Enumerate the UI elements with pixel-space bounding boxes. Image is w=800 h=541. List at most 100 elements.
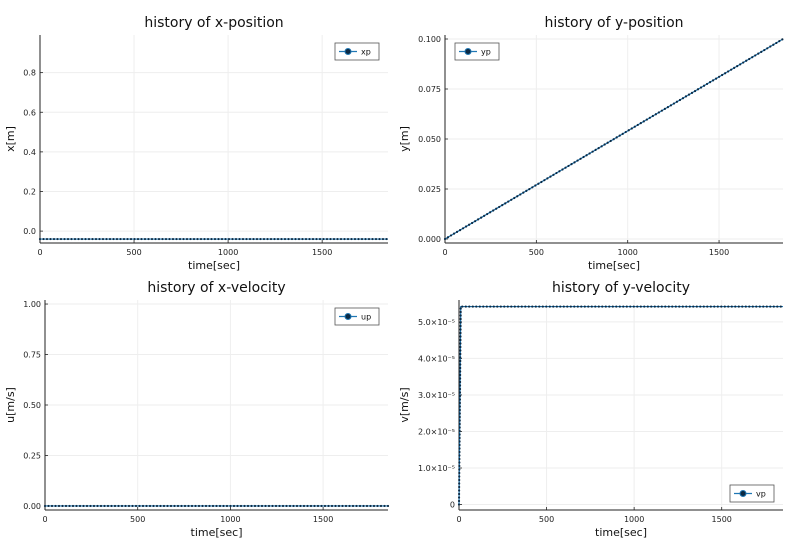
y-tick-label: 0.25 [23, 451, 41, 460]
y-axis-label: v[m/s] [398, 387, 411, 422]
data-point [684, 95, 688, 98]
data-point [552, 305, 555, 308]
data-point [360, 237, 364, 241]
data-point [501, 204, 504, 207]
data-point [498, 205, 501, 209]
y-tick-label: 0.00 [23, 502, 41, 511]
data-point [458, 405, 461, 408]
data-point [364, 237, 367, 241]
data-point [594, 305, 597, 308]
data-point [138, 504, 141, 508]
data-point [357, 237, 360, 241]
data-point [678, 98, 682, 102]
data-point [145, 504, 148, 508]
data-point [320, 504, 323, 508]
data-point [537, 182, 540, 185]
data-point [77, 237, 80, 241]
data-point [56, 237, 59, 241]
data-point [208, 504, 211, 508]
data-point [588, 152, 591, 155]
data-point [615, 305, 618, 308]
data-point [678, 305, 681, 308]
chart-title: history of x-velocity [147, 280, 285, 296]
y-tick-label: 0 [450, 501, 455, 510]
data-point [458, 478, 461, 482]
data-point [106, 504, 110, 508]
data-point [604, 305, 607, 308]
data-point [458, 440, 461, 443]
data-point [129, 237, 133, 241]
data-point [458, 398, 462, 401]
data-point [220, 237, 224, 241]
data-point [459, 324, 462, 328]
data-point [141, 504, 145, 508]
data-point [615, 136, 618, 139]
data-point [534, 305, 537, 308]
data-point [302, 504, 306, 508]
data-point [458, 391, 462, 394]
data-point [762, 305, 765, 308]
data-point [71, 504, 75, 508]
y-axis-label: u[m/s] [4, 387, 17, 423]
data-point [576, 159, 579, 162]
data-point [292, 504, 295, 508]
data-point [468, 305, 471, 308]
data-point [458, 415, 461, 419]
data-point [548, 305, 551, 308]
data-point [169, 504, 173, 508]
data-point [325, 237, 329, 241]
data-point [94, 237, 98, 241]
data-point [180, 504, 183, 508]
data-point [755, 305, 758, 308]
data-point [283, 237, 287, 241]
data-point [495, 207, 498, 210]
data-point [576, 305, 579, 308]
legend-marker-sample [344, 48, 352, 55]
x-axis-label: time[sec] [191, 526, 243, 539]
data-point [332, 237, 336, 241]
data-point [327, 504, 330, 508]
data-point [183, 504, 187, 508]
data-point [369, 504, 372, 508]
data-point [98, 237, 101, 241]
data-point [185, 237, 189, 241]
data-point [754, 54, 757, 57]
data-point [734, 305, 737, 308]
y-tick-label: 0.75 [23, 351, 41, 360]
data-point [573, 161, 576, 164]
data-point [569, 305, 572, 308]
data-point [182, 237, 185, 241]
x-tick-label: 1500 [312, 248, 332, 257]
data-point [666, 106, 670, 109]
data-point [231, 237, 234, 241]
data-point [318, 237, 322, 241]
data-point [645, 118, 648, 121]
data-point [316, 504, 320, 508]
data-point [203, 237, 206, 241]
data-point [708, 81, 712, 84]
data-point [255, 237, 259, 241]
data-point [148, 504, 152, 508]
data-point [459, 359, 462, 363]
chart-title: history of x-position [144, 15, 283, 31]
data-point [113, 504, 117, 508]
data-point [458, 436, 461, 440]
data-point [355, 504, 358, 508]
data-point [287, 237, 290, 241]
data-point [549, 175, 552, 178]
data-point [543, 179, 546, 182]
data-point [218, 504, 222, 508]
data-point [778, 40, 781, 43]
data-point [351, 504, 355, 508]
data-point [751, 56, 754, 59]
data-point [772, 305, 775, 308]
data-point [260, 504, 264, 508]
data-point [371, 237, 374, 241]
data-point [59, 237, 63, 241]
legend-label: yp [481, 48, 491, 57]
data-point [190, 504, 194, 508]
data-point [669, 104, 673, 107]
data-point [38, 237, 42, 241]
data-point [705, 82, 709, 86]
data-point [606, 141, 609, 144]
